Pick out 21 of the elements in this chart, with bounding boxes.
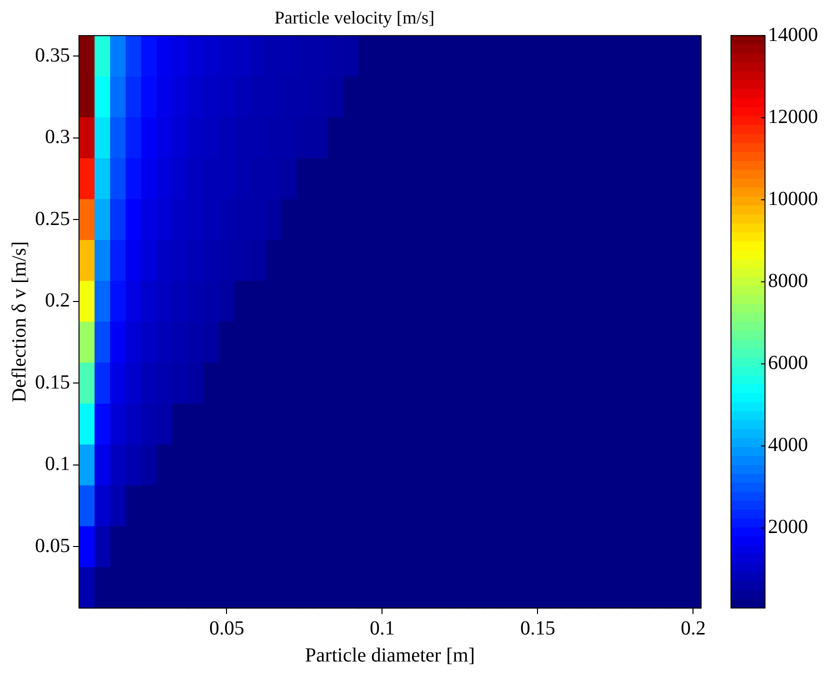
y-tick-label: 0.3 [45,126,70,148]
color-bar-label: 4000 [768,434,808,456]
color-bar-label: 10000 [768,188,818,210]
color-bar-label: 2000 [768,516,808,538]
color-bar-label: 12000 [768,106,818,128]
color-bar-label: 14000 [768,24,818,46]
y-tick-label: 0.1 [45,453,70,476]
color-bar-label: 6000 [768,352,808,374]
color-bar-label: 8000 [768,270,808,292]
y-axis-title: Deflection δ v [m/s] [8,241,30,402]
x-axis-title: Particle diameter [m] [305,644,475,666]
y-tick-label: 0.35 [35,44,70,66]
chart-title: Particle velocity [m/s] [274,8,434,28]
y-tick-label: 0.2 [45,290,70,312]
x-tick-label: 0.1 [370,617,395,640]
x-tick-label: 0.2 [680,617,706,640]
x-tick-label: 0.15 [520,617,556,640]
y-tick-label: 0.15 [35,371,70,394]
y-tick-label: 0.05 [35,534,70,557]
x-tick-label: 0.05 [209,617,244,640]
y-tick-label: 0.25 [35,208,70,230]
